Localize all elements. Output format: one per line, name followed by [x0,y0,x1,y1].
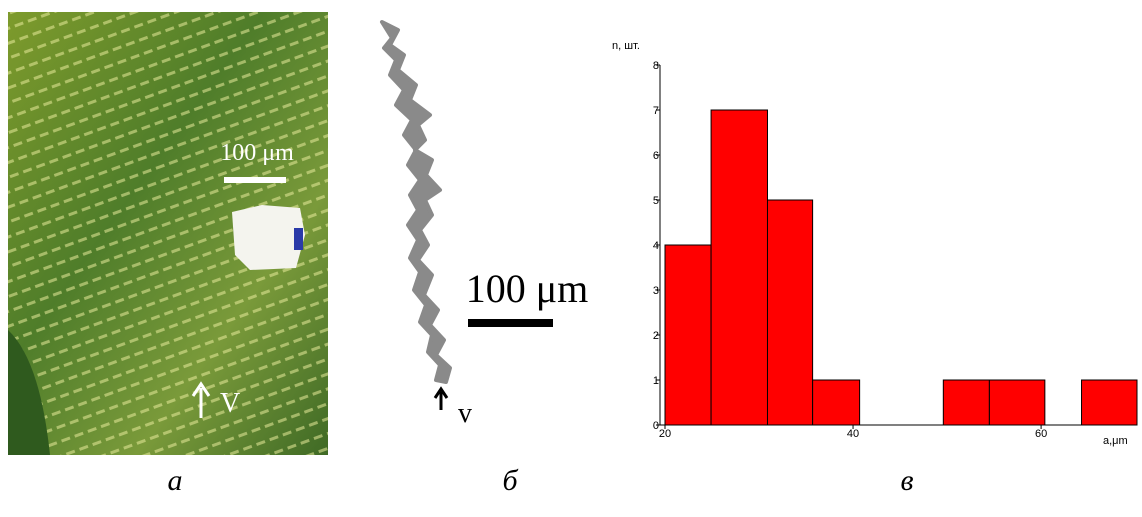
x-tick-label: 40 [847,428,859,440]
caption: а [168,464,183,497]
arrow-head [433,386,449,399]
y-tick-label: 5 [653,195,659,207]
bar [664,244,712,426]
trace-panel: 100 μm v [380,20,589,429]
y-tick-label: 3 [653,285,659,297]
arrow-head [191,381,211,397]
bar [812,379,861,426]
bar [942,379,990,426]
bar [710,109,768,426]
caption: б [502,464,518,497]
y-tick-label: 8 [653,60,659,72]
y-tick-label: 1 [653,375,659,387]
bar [766,199,814,426]
x-axis-label: a,μm [1103,435,1128,447]
bar [1081,379,1138,426]
crack-trace [380,20,452,384]
inclusion-spot [294,228,303,250]
caption: в [900,464,913,497]
inclusion [232,205,305,270]
y-tick-label: 0 [653,420,659,432]
marker-label: V [220,388,240,419]
y-tick-label: 7 [653,105,659,117]
photo-panel: 100 μm V [8,12,328,455]
x-tick-label: 20 [659,428,671,440]
x-tick-label: 60 [1035,428,1047,440]
marker-label: v [458,398,472,429]
y-tick-label: 2 [653,330,659,342]
scale-label: 100 μm [466,266,589,311]
dark-region [8,330,50,455]
bar [988,379,1046,426]
y-tick-label: 4 [653,240,659,252]
y-tick-label: 6 [653,150,659,162]
y-axis-label: n, шт. [612,40,640,52]
scale-label: 100 μm [220,140,294,166]
